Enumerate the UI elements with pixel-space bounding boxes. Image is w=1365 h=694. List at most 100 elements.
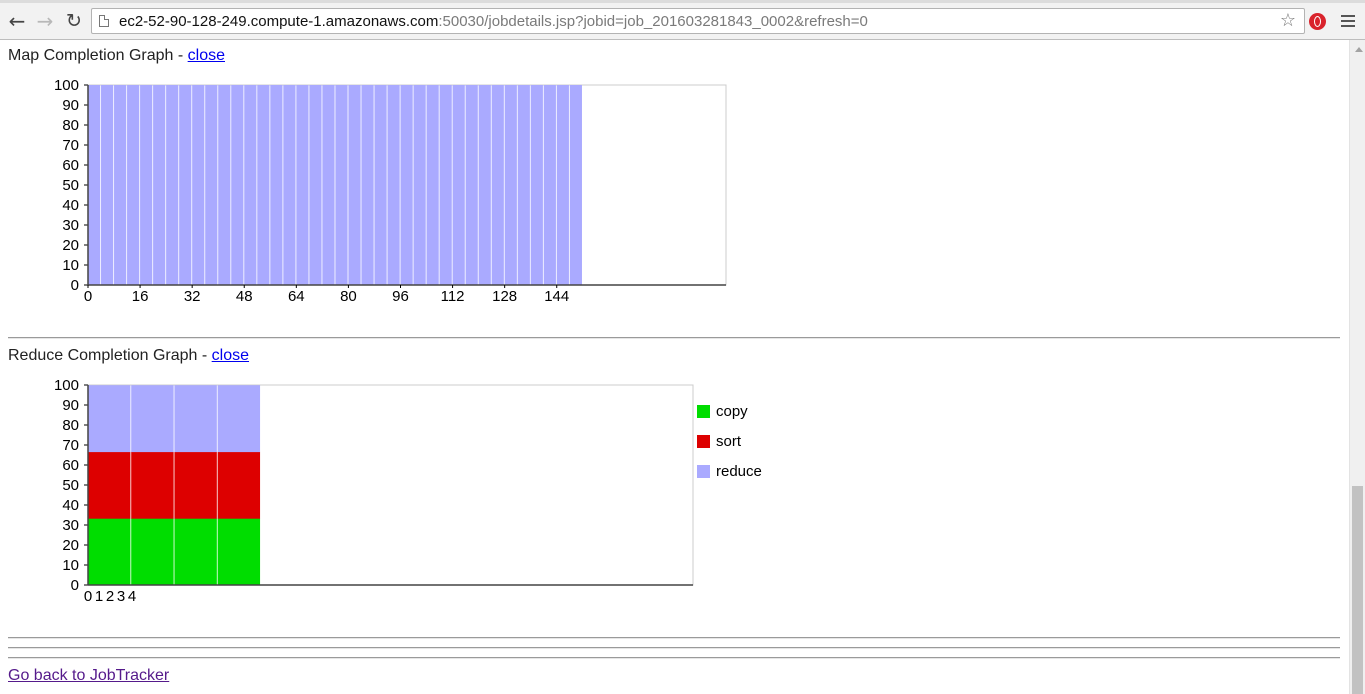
y-tick-label: 40 (62, 197, 79, 214)
x-tick-label: 80 (340, 288, 357, 305)
scroll-thumb[interactable] (1352, 486, 1363, 694)
reduce-bar-copy (88, 518, 131, 586)
reduce-bar-reduce (131, 385, 174, 453)
reduce-graph-title: Reduce Completion Graph - (8, 347, 212, 364)
map-bar (426, 85, 439, 285)
x-tick-label: 0 (84, 288, 92, 305)
reduce-bar-sort (217, 451, 261, 519)
map-bar (569, 85, 582, 285)
x-tick-label: 3 (117, 588, 125, 605)
legend-label-reduce: reduce (716, 463, 762, 480)
map-bar (491, 85, 504, 285)
map-bar (439, 85, 452, 285)
map-bar (517, 85, 530, 285)
x-tick-label: 96 (392, 288, 409, 305)
x-tick-label: 64 (288, 288, 305, 305)
map-bar (465, 85, 478, 285)
map-bar (140, 85, 153, 285)
map-bar (192, 85, 205, 285)
legend-swatch-reduce (697, 465, 710, 478)
reduce-bar-copy (174, 518, 217, 586)
x-tick-label: 16 (132, 288, 149, 305)
x-tick-label: 2 (106, 588, 114, 605)
map-graph-title: Map Completion Graph - (8, 47, 188, 64)
x-tick-label: 144 (544, 288, 569, 305)
map-bar (361, 85, 374, 285)
x-tick-label: 32 (184, 288, 201, 305)
back-arrow-icon[interactable]: ← (8, 9, 26, 33)
map-bar (231, 85, 244, 285)
map-bar (309, 85, 322, 285)
reduce-bar-reduce (217, 385, 261, 453)
y-tick-label: 30 (62, 517, 79, 534)
map-completion-chart: 0 10 20 30 40 50 60 70 80 90 100 0 16 32 48 64 80 96 112 12… (54, 78, 727, 305)
divider (8, 657, 1340, 659)
reduce-graph-close-link[interactable]: close (211, 347, 250, 364)
divider (8, 637, 1340, 639)
opera-icon[interactable] (1309, 13, 1326, 30)
menu-icon[interactable] (1341, 15, 1355, 30)
map-bar (348, 85, 361, 285)
reduce-bar-reduce (88, 385, 131, 453)
map-bar (413, 85, 426, 285)
y-tick-label: 100 (54, 78, 79, 94)
y-tick-label: 20 (62, 537, 79, 554)
map-bar (322, 85, 335, 285)
x-tick-label: 1 (95, 588, 103, 605)
y-tick-label: 70 (62, 137, 79, 154)
page-icon (99, 15, 109, 27)
y-tick-label: 70 (62, 437, 79, 454)
y-tick-label: 10 (62, 257, 79, 274)
y-tick-label: 50 (62, 477, 79, 494)
back-to-jobtracker-link[interactable]: Go back to JobTracker (8, 667, 170, 684)
map-bar (543, 85, 556, 285)
map-bar (218, 85, 231, 285)
address-bar[interactable]: ec2-52-90-128-249.compute-1.amazonaws.co… (91, 8, 1305, 34)
map-bar (556, 85, 569, 285)
reduce-bar-sort (174, 451, 217, 519)
legend-swatch-copy (697, 405, 710, 418)
y-tick-label: 60 (62, 157, 79, 174)
scroll-up-arrow-icon[interactable] (1355, 47, 1363, 52)
y-tick-label: 60 (62, 457, 79, 474)
y-tick-label: 90 (62, 97, 79, 114)
divider (8, 337, 1340, 339)
map-bar (88, 85, 101, 285)
y-tick-label: 10 (62, 557, 79, 574)
star-icon[interactable]: ☆ (1279, 10, 1296, 31)
reduce-bar-sort (131, 451, 174, 519)
reduce-bar-copy (131, 518, 174, 586)
tab-strip (0, 0, 1365, 3)
divider (8, 647, 1340, 649)
map-bar (374, 85, 387, 285)
legend-label-copy: copy (716, 403, 748, 420)
url-text[interactable]: ec2-52-90-128-249.compute-1.amazonaws.co… (119, 13, 868, 30)
forward-arrow-icon[interactable]: → (36, 9, 54, 33)
map-bar (179, 85, 192, 285)
map-bar (400, 85, 413, 285)
reload-icon[interactable]: ↻ (66, 10, 82, 32)
map-bar (127, 85, 140, 285)
map-graph-heading: Map Completion Graph - close (8, 47, 225, 65)
y-tick-label: 0 (71, 577, 79, 594)
reduce-completion-chart: 0 10 20 30 40 50 60 70 80 90 100 0 1 2 3 4 copy sort reduc… (54, 378, 762, 605)
map-bar (257, 85, 270, 285)
x-tick-label: 0 (84, 588, 92, 605)
map-bar (504, 85, 517, 285)
url-host: ec2-52-90-128-249.compute-1.amazonaws.co… (119, 13, 439, 30)
y-tick-label: 90 (62, 397, 79, 414)
scrollbar[interactable] (1349, 40, 1365, 694)
footer: Go back to JobTracker (8, 667, 169, 685)
map-bar (478, 85, 491, 285)
legend-label-sort: sort (716, 433, 742, 450)
x-tick-label: 112 (441, 288, 465, 305)
map-bar (114, 85, 127, 285)
map-graph-close-link[interactable]: close (187, 47, 225, 64)
map-bar (335, 85, 348, 285)
reduce-bar-reduce (174, 385, 217, 453)
y-tick-label: 100 (54, 378, 79, 394)
map-bar (244, 85, 257, 285)
map-bar (270, 85, 283, 285)
map-bar (166, 85, 179, 285)
reduce-graph-heading: Reduce Completion Graph - close (8, 347, 249, 365)
